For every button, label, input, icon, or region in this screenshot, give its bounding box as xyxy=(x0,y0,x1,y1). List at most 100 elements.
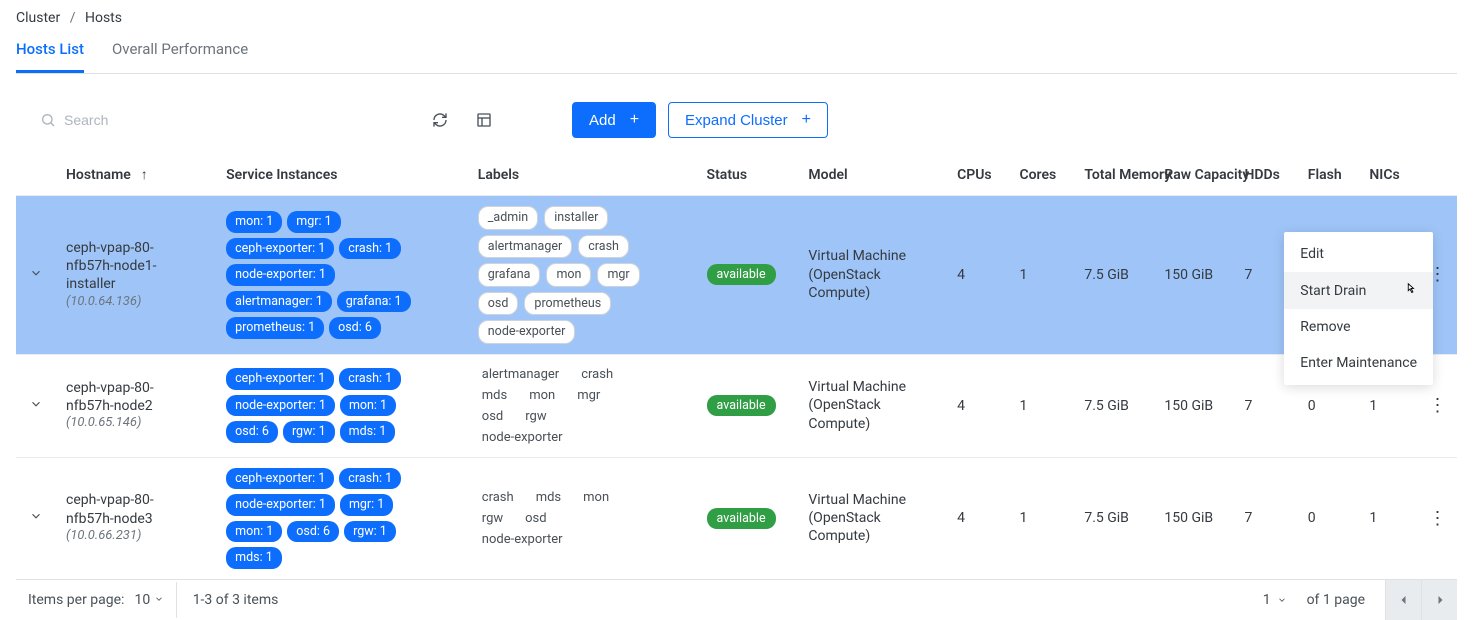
col-flash[interactable]: Flash xyxy=(1298,154,1360,196)
refresh-button[interactable] xyxy=(424,104,456,136)
service-pill: rgw: 1 xyxy=(344,521,396,543)
label-pill: osd xyxy=(478,292,519,316)
label-pill: mds xyxy=(532,488,565,507)
hostname-text: ceph-vpap-80-nfb57h-node3 xyxy=(66,491,186,527)
row-actions-button[interactable]: ⋮ xyxy=(1429,508,1446,529)
hdds-cell: 7 xyxy=(1234,457,1297,579)
col-hdds[interactable]: HDDs xyxy=(1234,154,1297,196)
col-status[interactable]: Status xyxy=(697,154,799,196)
label-pill: rgw xyxy=(478,509,507,528)
col-model[interactable]: Model xyxy=(798,154,947,196)
add-button-label: Add xyxy=(589,112,616,129)
service-pill: mgr: 1 xyxy=(340,494,393,516)
col-total-memory[interactable]: Total Memory xyxy=(1074,154,1154,196)
breadcrumb-root[interactable]: Cluster xyxy=(16,10,60,26)
col-raw-capacity[interactable]: Raw Capacity xyxy=(1154,154,1234,196)
mem-cell: 7.5 GiB xyxy=(1074,354,1154,457)
page-select[interactable]: 1 xyxy=(1263,592,1299,608)
refresh-icon xyxy=(432,112,448,128)
flash-cell: 0 xyxy=(1298,457,1360,579)
label-pill: mgr xyxy=(573,386,604,405)
expand-chevron-icon[interactable] xyxy=(29,399,43,415)
chevron-left-icon xyxy=(1398,594,1410,606)
table-row[interactable]: ceph-vpap-80-nfb57h-node1-installer(10.0… xyxy=(16,196,1457,355)
cpus-cell: 4 xyxy=(947,196,1009,355)
table-footer: Items per page: 10 1-3 of 3 items 1 of 1… xyxy=(16,579,1457,620)
table-row[interactable]: ceph-vpap-80-nfb57h-node3(10.0.66.231)ce… xyxy=(16,457,1457,579)
service-pill: crash: 1 xyxy=(339,468,401,490)
service-pill: grafana: 1 xyxy=(337,291,411,313)
expand-cluster-button[interactable]: Expand Cluster + xyxy=(668,102,828,138)
hostname-cell: ceph-vpap-80-nfb57h-node3(10.0.66.231) xyxy=(66,491,186,544)
label-pill: crash xyxy=(578,235,629,259)
tab-overall-performance[interactable]: Overall Performance xyxy=(112,30,248,73)
label-pill: node-exporter xyxy=(478,428,567,447)
service-pill: ceph-exporter: 1 xyxy=(226,238,334,260)
label-pill: mgr xyxy=(597,263,639,287)
label-pill: node-exporter xyxy=(478,530,567,549)
label-pill: _admin xyxy=(478,206,538,230)
table-row[interactable]: ceph-vpap-80-nfb57h-node2(10.0.65.146)ce… xyxy=(16,354,1457,457)
labels-cell: crashmdsmonrgwosdnode-exporter xyxy=(478,488,648,549)
menu-item-start-drain[interactable]: Start Drain xyxy=(1284,272,1433,309)
status-badge: available xyxy=(707,395,776,416)
col-labels[interactable]: Labels xyxy=(468,154,697,196)
service-pill: ceph-exporter: 1 xyxy=(226,468,334,490)
service-pill: prometheus: 1 xyxy=(226,317,324,339)
service-pill: crash: 1 xyxy=(339,238,401,260)
col-hostname[interactable]: Hostname↑ xyxy=(56,154,216,196)
plus-icon: + xyxy=(630,111,639,129)
service-pill: mon: 1 xyxy=(226,521,282,543)
model-cell: Virtual Machine (OpenStack Compute) xyxy=(808,247,918,302)
service-instances-cell: mon: 1mgr: 1ceph-exporter: 1crash: 1node… xyxy=(226,211,426,339)
hostname-cell: ceph-vpap-80-nfb57h-node1-installer(10.0… xyxy=(66,239,186,310)
service-pill: osd: 6 xyxy=(226,421,278,443)
table-icon xyxy=(476,112,492,128)
prev-page-button[interactable] xyxy=(1385,580,1421,620)
next-page-button[interactable] xyxy=(1421,580,1457,620)
toolbar: Add + Expand Cluster + xyxy=(16,94,1457,154)
service-pill: node-exporter: 1 xyxy=(226,494,335,516)
raw-cell: 150 GiB xyxy=(1154,354,1234,457)
labels-cell: alertmanagercrashmdsmonmgrosdrgwnode-exp… xyxy=(478,365,648,447)
label-pill: installer xyxy=(544,206,608,230)
raw-cell: 150 GiB xyxy=(1154,196,1234,355)
label-pill: mon xyxy=(546,263,591,287)
expand-chevron-icon[interactable] xyxy=(29,511,43,527)
col-nics[interactable]: NICs xyxy=(1359,154,1417,196)
items-count: 1-3 of 3 items xyxy=(177,582,1251,618)
expand-chevron-icon[interactable] xyxy=(29,268,43,284)
cores-cell: 1 xyxy=(1009,457,1074,579)
label-pill: alertmanager xyxy=(478,365,563,384)
hostname-cell: ceph-vpap-80-nfb57h-node2(10.0.65.146) xyxy=(66,379,186,432)
mem-cell: 7.5 GiB xyxy=(1074,457,1154,579)
menu-item-edit[interactable]: Edit xyxy=(1284,236,1433,272)
col-service-instances[interactable]: Service Instances xyxy=(216,154,468,196)
search-icon xyxy=(40,112,56,128)
label-pill: node-exporter xyxy=(478,320,576,344)
items-per-page-select[interactable]: 10 xyxy=(134,592,163,608)
model-cell: Virtual Machine (OpenStack Compute) xyxy=(808,491,918,546)
cpus-cell: 4 xyxy=(947,457,1009,579)
expand-cluster-label: Expand Cluster xyxy=(685,112,788,129)
label-pill: osd xyxy=(478,407,507,426)
col-cpus[interactable]: CPUs xyxy=(947,154,1009,196)
label-pill: mon xyxy=(525,386,559,405)
menu-item-remove[interactable]: Remove xyxy=(1284,309,1433,345)
tabs: Hosts List Overall Performance xyxy=(16,30,1457,74)
columns-button[interactable] xyxy=(468,104,500,136)
service-pill: node-exporter: 1 xyxy=(226,264,335,286)
model-cell: Virtual Machine (OpenStack Compute) xyxy=(808,378,918,433)
status-badge: available xyxy=(707,264,776,285)
label-pill: mon xyxy=(579,488,613,507)
service-pill: osd: 6 xyxy=(329,317,381,339)
add-button[interactable]: Add + xyxy=(572,102,656,138)
menu-item-enter-maintenance[interactable]: Enter Maintenance xyxy=(1284,345,1433,381)
tab-hosts-list[interactable]: Hosts List xyxy=(16,30,84,73)
label-pill: alertmanager xyxy=(478,235,572,259)
hostname-ip: (10.0.65.146) xyxy=(66,415,186,432)
row-actions-button[interactable]: ⋮ xyxy=(1429,395,1446,416)
col-cores[interactable]: Cores xyxy=(1009,154,1074,196)
raw-cell: 150 GiB xyxy=(1154,457,1234,579)
search-input[interactable] xyxy=(32,104,352,136)
